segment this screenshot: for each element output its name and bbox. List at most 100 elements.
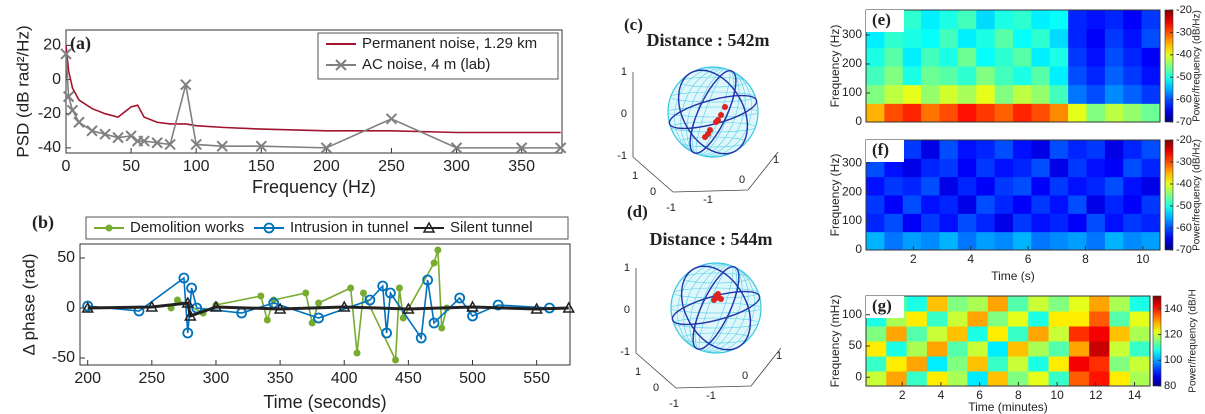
heat-cell xyxy=(939,47,959,67)
parallel xyxy=(673,317,759,329)
heat-cell xyxy=(866,66,885,86)
heat-cell xyxy=(1028,341,1050,357)
marker-dot xyxy=(359,289,367,297)
heat-cell xyxy=(1141,47,1161,67)
y-tick-label: 50 xyxy=(849,338,863,352)
x-tick-label: 200 xyxy=(74,370,101,387)
heat-cell xyxy=(1068,103,1087,123)
heat-cell xyxy=(1049,140,1069,159)
heat-cell xyxy=(866,213,885,233)
heat-cell xyxy=(1141,158,1161,178)
heat-cell xyxy=(1068,140,1087,159)
parallel xyxy=(682,332,750,344)
heat-cell xyxy=(1068,231,1087,251)
state-point xyxy=(715,117,721,123)
x-tick-label: -1 xyxy=(669,398,679,410)
z-tick-label: 0 xyxy=(621,108,627,120)
marker-x xyxy=(450,142,463,154)
heat-cell xyxy=(957,47,977,67)
heat-cell xyxy=(987,296,1009,312)
heat-cell xyxy=(902,10,922,30)
heat-cell xyxy=(884,231,904,251)
z-tick-label: 1 xyxy=(621,66,627,78)
x-tick-label: 2 xyxy=(910,252,917,266)
panel-label: (c) xyxy=(624,15,643,34)
marker-x xyxy=(190,138,202,151)
heat-cell xyxy=(957,103,977,123)
heat-cell xyxy=(902,195,922,214)
heat-cell xyxy=(866,356,887,372)
heat-cell xyxy=(1031,176,1051,196)
heat-cell xyxy=(1048,341,1070,357)
plot-frame xyxy=(865,295,1151,387)
heat-cell xyxy=(976,10,996,30)
y-tick-label: -1 xyxy=(706,390,716,402)
heat-cell xyxy=(1013,158,1032,178)
x-tick-label: -1 xyxy=(666,202,676,214)
marker-dot xyxy=(308,319,316,327)
great-circle xyxy=(692,266,740,350)
heat-cell xyxy=(1048,356,1070,372)
marker-dot xyxy=(263,316,271,324)
heat-cell xyxy=(1048,326,1070,342)
y-tick-label: 200 xyxy=(842,56,862,70)
heat-cell xyxy=(906,296,928,312)
heat-cell xyxy=(1013,28,1032,48)
heat-cell xyxy=(994,47,1014,67)
heat-cell xyxy=(1141,103,1161,123)
heat-cell xyxy=(1031,47,1051,67)
heat-cell xyxy=(987,311,1009,327)
heat-cell xyxy=(1031,140,1051,159)
heat-cell xyxy=(1028,296,1050,312)
marker-circle xyxy=(182,327,194,339)
heat-cell xyxy=(1013,84,1032,104)
heat-cell xyxy=(866,371,887,387)
heat-cell xyxy=(994,176,1014,196)
x-tick-label: 50 xyxy=(122,158,140,175)
marker-x xyxy=(255,140,267,152)
heat-cell xyxy=(886,356,908,372)
heat-cell xyxy=(1123,10,1143,30)
heat-cell xyxy=(976,231,996,251)
marker-triangle xyxy=(145,300,159,312)
y-tick-label: -50 xyxy=(52,349,75,366)
heat-cell xyxy=(1031,84,1051,104)
x-tick-label: 550 xyxy=(523,370,550,387)
heat-cell xyxy=(1013,10,1032,30)
marker-triangle xyxy=(209,300,223,312)
heat-cell xyxy=(939,158,959,178)
heat-cell xyxy=(1068,311,1090,327)
marker-triangle xyxy=(402,302,415,314)
y-tick-label: 1 xyxy=(773,154,779,166)
heat-cell xyxy=(921,231,940,251)
meridian xyxy=(677,263,755,353)
state-point xyxy=(718,296,724,302)
marker-x xyxy=(320,142,333,154)
heat-cell xyxy=(926,371,948,387)
colorbar-tick-label: -30 xyxy=(1176,156,1192,168)
heat-cell xyxy=(1013,195,1032,214)
great-circle xyxy=(680,265,752,351)
legend-label: Demolition works xyxy=(130,219,244,236)
heat-cell xyxy=(902,158,922,178)
heat-cell xyxy=(1104,213,1124,233)
heat-cell xyxy=(976,47,996,67)
marker-triangle xyxy=(337,300,351,312)
x-tick-label: 4 xyxy=(967,252,974,266)
colorbar-tick-label: -50 xyxy=(1176,200,1192,212)
heat-cell xyxy=(1086,66,1106,86)
meridian xyxy=(674,67,752,157)
heat-cell xyxy=(967,311,989,327)
heat-cell xyxy=(967,341,989,357)
heat-cell xyxy=(1031,10,1051,30)
heat-cell xyxy=(1109,356,1131,372)
heat-cell xyxy=(1049,66,1069,86)
heat-cell xyxy=(906,371,928,387)
heat-cell xyxy=(1123,176,1143,196)
plot-frame xyxy=(865,9,1161,123)
heat-cell xyxy=(866,28,885,48)
heat-cell xyxy=(1068,66,1087,86)
x-axis-label: Frequency (Hz) xyxy=(252,177,376,197)
marker-triangle xyxy=(181,296,195,308)
marker-circle xyxy=(263,222,275,234)
